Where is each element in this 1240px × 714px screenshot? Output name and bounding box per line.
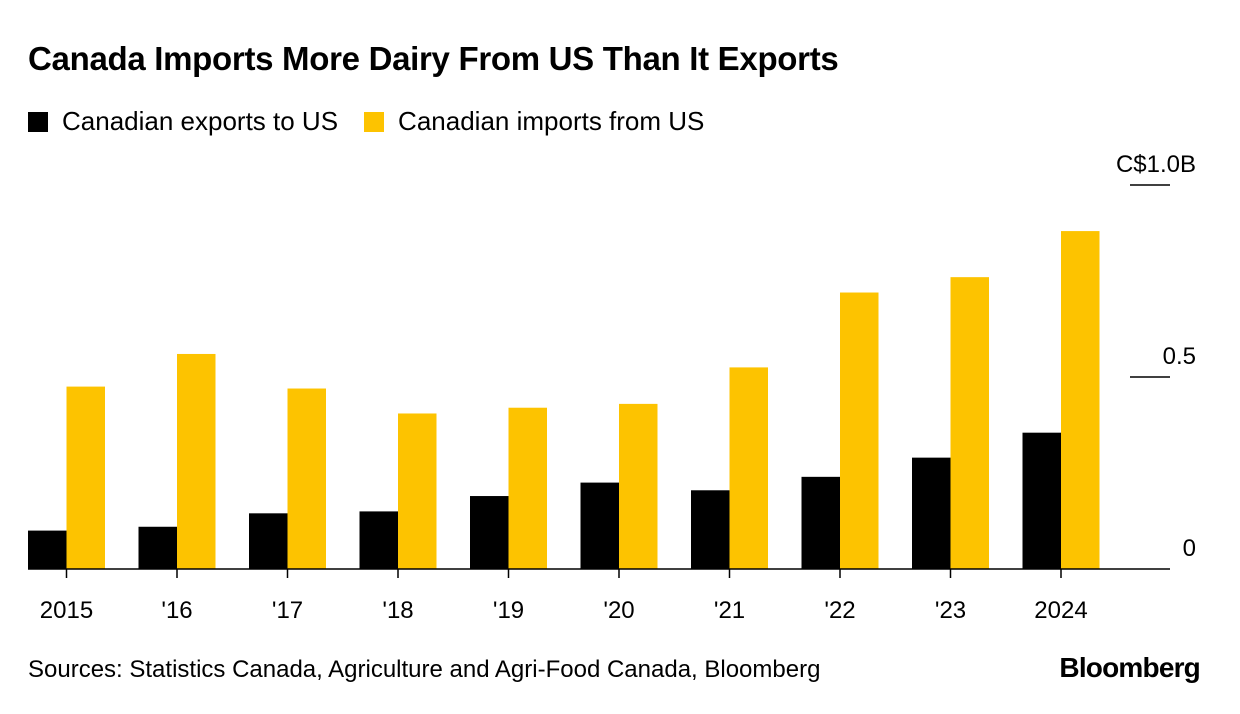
x-tick-label-3: '18 <box>382 597 413 624</box>
bar-exports-2 <box>249 513 288 569</box>
bar-exports-3 <box>359 511 398 569</box>
legend-swatch-imports <box>364 111 385 132</box>
bar-exports-7 <box>801 476 840 569</box>
bar-imports-2 <box>287 388 326 569</box>
bar-imports-0 <box>66 386 105 569</box>
bar-imports-9 <box>1061 231 1100 569</box>
x-tick-label-5: '20 <box>603 597 634 624</box>
source-note: Sources: Statistics Canada, Agriculture … <box>28 656 821 683</box>
y-tick-label-1: 0.5 <box>1163 343 1196 370</box>
bar-exports-6 <box>691 490 730 569</box>
legend: Canadian exports to US Canadian imports … <box>28 106 730 137</box>
bar-imports-5 <box>619 403 658 569</box>
x-tick-label-2: '17 <box>272 597 303 624</box>
bar-exports-9 <box>1022 432 1061 569</box>
bar-exports-8 <box>912 457 951 569</box>
legend-item-exports: Canadian exports to US <box>28 106 338 137</box>
bar-imports-7 <box>840 292 879 569</box>
bar-imports-6 <box>729 367 768 569</box>
x-tick-label-0: 2015 <box>40 597 93 624</box>
bar-exports-4 <box>470 496 509 569</box>
bar-chart: 2015 '16 '17 '18 '19 '20 '21 '22 '23 2024 0 0.5 C$1.… <box>28 151 1196 624</box>
bar-imports-8 <box>950 277 989 569</box>
legend-swatch-exports <box>28 111 48 132</box>
x-tick-label-6: '21 <box>714 597 745 624</box>
legend-label-imports: Canadian imports from US <box>398 106 705 136</box>
bar-imports-3 <box>398 413 437 569</box>
x-tick-label-9: 2024 <box>1034 597 1087 624</box>
bar-imports-4 <box>508 407 547 569</box>
bloomberg-logo: Bloomberg <box>1059 652 1200 683</box>
legend-label-exports: Canadian exports to US <box>62 106 339 136</box>
x-tick-label-1: '16 <box>161 597 192 624</box>
bar-imports-1 <box>177 353 216 569</box>
x-tick-label-8: '23 <box>935 597 966 624</box>
x-tick-label-4: '19 <box>493 597 524 624</box>
bar-exports-0 <box>28 530 67 569</box>
bar-exports-1 <box>138 526 177 569</box>
legend-item-imports: Canadian imports from US <box>364 106 704 137</box>
y-tick-label-0: 0 <box>1183 535 1196 562</box>
chart-title: Canada Imports More Dairy From US Than I… <box>28 40 839 77</box>
y-tick-label-2: C$1.0B <box>1116 151 1196 178</box>
bar-exports-5 <box>580 482 619 569</box>
x-tick-label-7: '22 <box>824 597 855 624</box>
